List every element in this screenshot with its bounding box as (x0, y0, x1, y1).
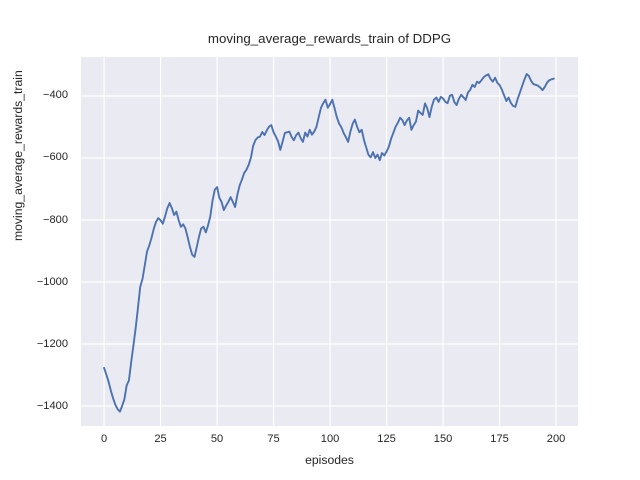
x-tick-label: 25 (154, 433, 167, 445)
x-axis-label: episodes (305, 453, 354, 467)
chart-title: moving_average_rewards_train of DDPG (207, 31, 452, 46)
y-tick-label: −600 (43, 151, 68, 164)
y-tick-label: −1000 (36, 275, 68, 288)
x-tick-label: 100 (320, 433, 340, 445)
x-tick-label: 200 (546, 433, 566, 445)
y-tick-label: −800 (43, 213, 68, 226)
y-tick-label: −400 (43, 89, 68, 102)
x-tick-label: 125 (377, 433, 396, 445)
x-tick-label: 75 (267, 433, 280, 445)
x-tick-label: 175 (490, 433, 509, 445)
data-line-moving_average_rewards_train (103, 73, 555, 413)
y-tick-label: −1400 (36, 399, 68, 412)
y-tick-label: −1200 (36, 337, 68, 350)
x-tick-label: 0 (100, 433, 108, 445)
line-chart-svg (81, 57, 578, 426)
x-tick-label: 50 (210, 433, 224, 445)
x-tick-label: 150 (433, 433, 453, 445)
plot-area (81, 57, 578, 426)
